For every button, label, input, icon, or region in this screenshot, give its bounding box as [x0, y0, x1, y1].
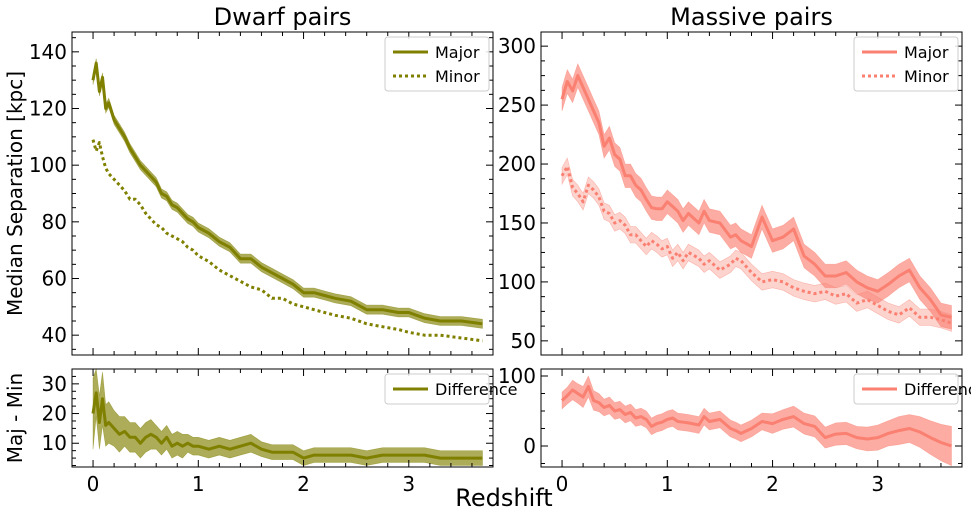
y-tick-label: 30 [42, 372, 67, 396]
dwarf-difference-panel: 0 1 2 3 10 20 30 Maj - Min Difference [3, 368, 517, 496]
legend-label: Minor [435, 67, 480, 86]
difference-line [91, 391, 483, 460]
legend-box [853, 373, 959, 405]
x-tick-label: 0 [556, 472, 569, 496]
y-tick-label: 0 [523, 434, 536, 458]
legend-box [384, 373, 490, 405]
major-line [560, 74, 952, 319]
legend: Difference [384, 373, 517, 405]
y-tick-label: 140 [29, 40, 67, 64]
major-band [92, 58, 483, 329]
difference-band [92, 368, 483, 466]
y-axis-label: Maj - Min [3, 373, 27, 464]
y-tick-label: 60 [42, 267, 67, 291]
x-axis-label: Redshift [455, 484, 552, 512]
x-tick-label: 3 [871, 472, 884, 496]
x-tick-label: 1 [192, 472, 205, 496]
legend: Major Minor [384, 36, 490, 92]
x-tick-label: 1 [661, 472, 674, 496]
legend: Difference [853, 373, 971, 405]
major-line [91, 61, 483, 326]
dwarf-pairs-panel: 40 60 80 100 120 140 Dwarf pairs Median Separat… [3, 3, 494, 356]
legend-label: Minor [904, 67, 949, 86]
y-tick-label: 80 [42, 210, 67, 234]
panel-title: Dwarf pairs [214, 3, 352, 31]
y-tick-label: 100 [498, 364, 536, 388]
massive-difference-panel: 0 1 2 3 0 100 Difference [498, 364, 971, 496]
legend-label: Major [904, 43, 949, 62]
major-band [561, 62, 952, 330]
minor-band [561, 157, 952, 332]
panel-title: Massive pairs [670, 3, 833, 31]
y-tick-label: 40 [42, 323, 67, 347]
difference-band [561, 375, 952, 467]
minor-line [560, 164, 952, 325]
y-tick-label: 200 [498, 152, 536, 176]
massive-pairs-panel: 50 100 150 200 250 300 Massive pairs Major Minor [498, 3, 963, 356]
y-tick-label: 250 [498, 93, 536, 117]
legend: Major Minor [853, 36, 959, 92]
y-tick-label: 100 [498, 270, 536, 294]
x-tick-label: 2 [297, 472, 310, 496]
y-tick-label: 20 [42, 402, 67, 426]
y-tick-label: 10 [42, 431, 67, 455]
y-tick-label: 50 [511, 329, 536, 353]
x-tick-label: 0 [87, 472, 100, 496]
y-axis-label: Median Separation [kpc] [3, 71, 27, 316]
x-tick-label: 3 [402, 472, 415, 496]
y-tick-label: 120 [29, 97, 67, 121]
legend-label: Major [435, 43, 480, 62]
y-tick-label: 150 [498, 211, 536, 235]
minor-line [91, 139, 483, 343]
y-tick-label: 300 [498, 34, 536, 58]
legend-label: Difference [435, 380, 517, 399]
y-tick-label: 100 [29, 153, 67, 177]
difference-line [560, 385, 952, 448]
legend-label: Difference [904, 380, 971, 399]
x-tick-label: 2 [766, 472, 779, 496]
